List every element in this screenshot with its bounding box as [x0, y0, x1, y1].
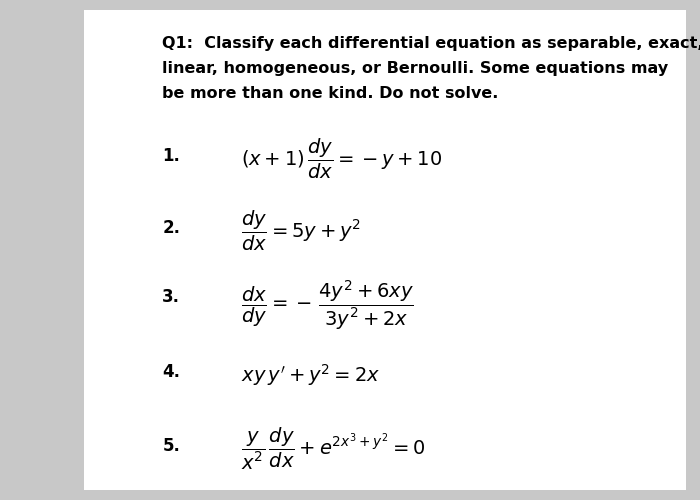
Text: be more than one kind. Do not solve.: be more than one kind. Do not solve.: [162, 86, 498, 102]
Text: $\dfrac{dy}{dx} = 5y + y^2$: $\dfrac{dy}{dx} = 5y + y^2$: [241, 209, 360, 253]
Text: 5.: 5.: [162, 437, 180, 455]
Text: linear, homogeneous, or Bernoulli. Some equations may: linear, homogeneous, or Bernoulli. Some …: [162, 62, 668, 76]
Text: 3.: 3.: [162, 288, 181, 306]
Text: Q1:  Classify each differential equation as separable, exact,: Q1: Classify each differential equation …: [162, 36, 700, 52]
Text: $(x + 1)\,\dfrac{dy}{dx} = -y + 10$: $(x + 1)\,\dfrac{dy}{dx} = -y + 10$: [241, 137, 442, 181]
Text: $\dfrac{dx}{dy} = -\,\dfrac{4y^2 + 6xy}{3y^2 + 2x}$: $\dfrac{dx}{dy} = -\,\dfrac{4y^2 + 6xy}{…: [241, 278, 414, 332]
Text: 1.: 1.: [162, 147, 180, 165]
FancyBboxPatch shape: [84, 10, 686, 490]
Text: 4.: 4.: [162, 363, 181, 381]
Text: $xy\,y' + y^2 = 2x$: $xy\,y' + y^2 = 2x$: [241, 362, 379, 388]
Text: 2.: 2.: [162, 219, 181, 237]
Text: $\dfrac{y}{x^2}\,\dfrac{dy}{dx} + e^{2x^3+y^2} = 0$: $\dfrac{y}{x^2}\,\dfrac{dy}{dx} + e^{2x^…: [241, 426, 425, 472]
